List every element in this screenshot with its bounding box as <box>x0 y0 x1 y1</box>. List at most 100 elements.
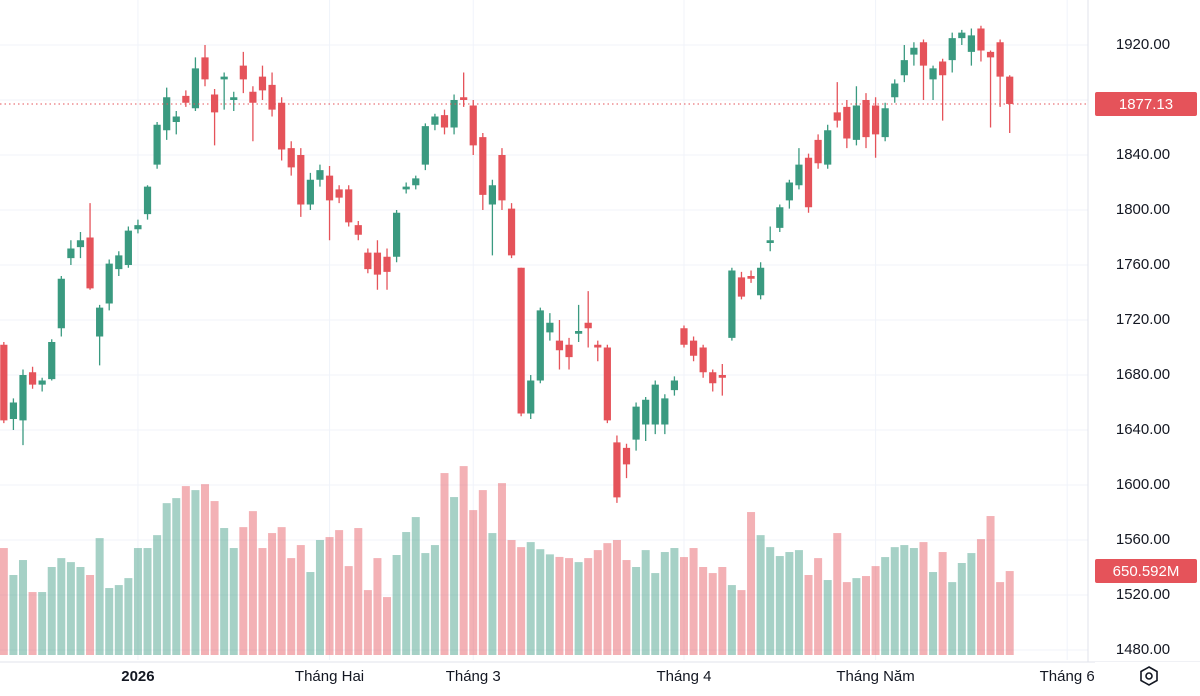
volume-bar <box>775 556 784 655</box>
candle-body <box>833 112 841 121</box>
candle-body <box>680 328 688 345</box>
volume-bar <box>862 576 871 655</box>
x-tick-label: Tháng Năm <box>836 668 914 685</box>
candle-body <box>335 189 343 198</box>
candle-body <box>603 347 611 421</box>
volume-bar <box>679 557 688 655</box>
candle-body <box>479 137 487 195</box>
last-price-box <box>1095 91 1197 116</box>
x-tick-label: Tháng 4 <box>656 668 711 685</box>
volume-bar <box>143 548 152 655</box>
volume-bar <box>153 535 162 655</box>
candle-body <box>67 248 75 259</box>
candle-body <box>622 447 631 465</box>
volume-bar <box>823 580 832 655</box>
volume-bar <box>306 572 315 655</box>
settings-icon[interactable] <box>1140 666 1158 686</box>
candle-body <box>460 97 468 101</box>
candle-body <box>220 76 228 80</box>
volume-bar <box>689 548 698 655</box>
candle-body <box>498 155 506 201</box>
volume-bar <box>565 558 574 655</box>
volume-bar <box>526 542 535 655</box>
candle-body <box>373 252 382 275</box>
candle-body <box>555 340 564 351</box>
volume-bar <box>986 516 995 655</box>
volume-bar <box>344 566 353 655</box>
volume-bar <box>478 490 487 655</box>
candle-body <box>575 331 583 334</box>
volume-bar <box>191 490 200 655</box>
volume-bar <box>287 558 296 655</box>
candle-body <box>728 270 736 338</box>
volume-bar <box>929 572 938 655</box>
candle-body <box>546 322 554 333</box>
candle-body <box>795 164 803 186</box>
volume-bar <box>181 486 190 655</box>
volume-bar <box>957 563 966 655</box>
candle-body <box>287 148 295 168</box>
volume-bar <box>105 588 114 655</box>
candle-body <box>517 267 525 414</box>
volume-bar <box>0 548 8 655</box>
volume-bar <box>794 550 803 655</box>
volume-bar <box>47 567 56 655</box>
volume-bar <box>296 545 305 655</box>
volume-bar <box>603 543 612 655</box>
candle-body <box>96 307 104 337</box>
candle-body <box>383 256 391 272</box>
candle-body <box>747 276 755 279</box>
candle-body <box>268 84 276 110</box>
volume-bar <box>450 497 459 655</box>
candle-body <box>469 105 477 146</box>
y-tick-label: 1480.00 <box>1116 641 1170 658</box>
candle-body <box>862 100 870 138</box>
candle-body <box>536 310 544 381</box>
candle-body <box>163 97 171 131</box>
candle-body <box>651 384 659 425</box>
candle-body <box>412 178 420 186</box>
x-tick-label: Tháng 6 <box>1040 668 1095 685</box>
candle-body <box>910 47 918 55</box>
axis-labels: 1480.00 1520.00 1560.00 1600.00 1640.00 1680.… <box>121 36 1197 685</box>
y-tick-label: 1720.00 <box>1116 311 1170 328</box>
candle-body <box>670 380 679 391</box>
candle-body <box>297 155 305 205</box>
candle-body <box>431 116 439 125</box>
y-tick-label: 1800.00 <box>1116 201 1170 218</box>
volume-bar <box>641 550 650 655</box>
candle-body <box>306 179 314 205</box>
volume-bar <box>277 527 286 655</box>
candle-body <box>421 126 429 165</box>
candle-body <box>709 372 717 384</box>
candle-body <box>632 406 640 440</box>
candle-body <box>153 124 161 165</box>
candle-body <box>48 342 56 380</box>
candle-body <box>661 398 669 425</box>
candle-body <box>134 225 142 230</box>
candle-body <box>392 212 401 257</box>
volume-bar <box>363 590 372 655</box>
candle-body <box>402 186 410 190</box>
volume-bar <box>555 556 564 655</box>
volume-bar <box>488 533 497 655</box>
volume-bar <box>469 510 478 655</box>
candle-body <box>929 68 937 80</box>
candle-body <box>38 380 46 385</box>
candle-body <box>28 372 37 385</box>
volume-bar <box>833 533 842 655</box>
volume-bar <box>201 484 210 655</box>
x-tick-label: Tháng 3 <box>446 668 501 685</box>
volume-bar <box>172 498 181 655</box>
volume-bar <box>373 558 382 655</box>
volume-bar <box>430 545 439 655</box>
y-tick-label: 1520.00 <box>1116 586 1170 603</box>
volume-bar <box>938 552 947 655</box>
candles <box>0 25 1088 503</box>
candle-body <box>191 68 200 109</box>
volume-bar <box>220 528 229 655</box>
volume-bar <box>459 466 468 655</box>
volume-bar <box>584 558 593 655</box>
candle-body <box>76 240 85 248</box>
volume-bar <box>86 575 95 655</box>
